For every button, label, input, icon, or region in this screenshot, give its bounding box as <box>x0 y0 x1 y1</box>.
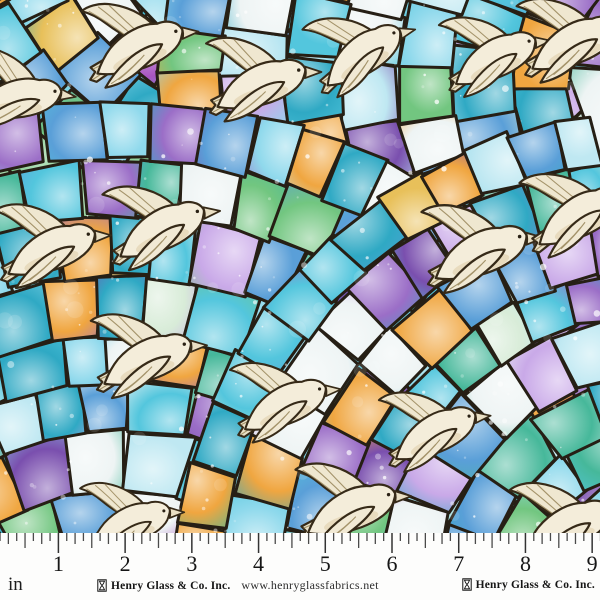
branding-right: Henry Glass & Co. Inc. <box>461 578 595 591</box>
mosaic-cell <box>431 326 502 395</box>
mosaic-cell <box>298 232 369 305</box>
mosaic-cell <box>0 0 12 7</box>
mosaic-cell <box>4 0 70 25</box>
mosaic-cell <box>406 0 470 17</box>
mosaic-cell <box>585 381 600 424</box>
branding-center: Henry Glass & Co. Inc. www.henryglassfab… <box>97 578 379 593</box>
mosaic-cell <box>553 115 600 172</box>
ruler-ticks <box>0 533 600 553</box>
mosaic-cell <box>194 106 260 179</box>
ruler-unit-label: in <box>8 574 23 595</box>
mosaic-cell <box>328 0 351 5</box>
mosaic-cell <box>40 100 109 163</box>
ruler-numbers: 1 2 3 4 5 6 7 8 9 <box>0 533 600 600</box>
fabric-pattern <box>0 0 600 533</box>
mosaic-cell <box>321 367 399 447</box>
brand-website: www.henryglassfabrics.net <box>241 578 379 592</box>
ruler-number: 3 <box>186 551 198 576</box>
ruler-number: 2 <box>119 551 131 576</box>
mosaic-cell <box>344 0 409 22</box>
ruler-number: 4 <box>253 551 265 576</box>
mosaic-cell <box>564 276 600 326</box>
ruler-number: 6 <box>386 551 398 576</box>
ruler-number: 9 <box>586 551 598 576</box>
mosaic-cell <box>550 320 600 390</box>
mosaic-cells <box>0 0 600 533</box>
mosaic-cell <box>320 141 390 218</box>
ruler-number: 7 <box>453 551 465 576</box>
mosaic-cell <box>398 63 455 126</box>
ruler-number: 1 <box>52 551 64 576</box>
mosaic-cell <box>224 0 295 38</box>
brand-name: Henry Glass & Co. Inc. <box>475 578 595 591</box>
ruler-number: 5 <box>319 551 331 576</box>
ruler: 1 2 3 4 5 6 7 8 9 in Henry Glass & Co. Inc. www.… <box>0 533 600 600</box>
brand-name: Henry Glass & Co. Inc. <box>111 579 231 592</box>
henry-glass-logo-icon <box>97 579 107 592</box>
ruler-number: 8 <box>519 551 531 576</box>
mosaic-cell <box>98 100 151 159</box>
mosaic-cell <box>176 461 237 530</box>
henry-glass-logo-icon <box>461 578 472 591</box>
mosaic-cell <box>587 221 600 278</box>
